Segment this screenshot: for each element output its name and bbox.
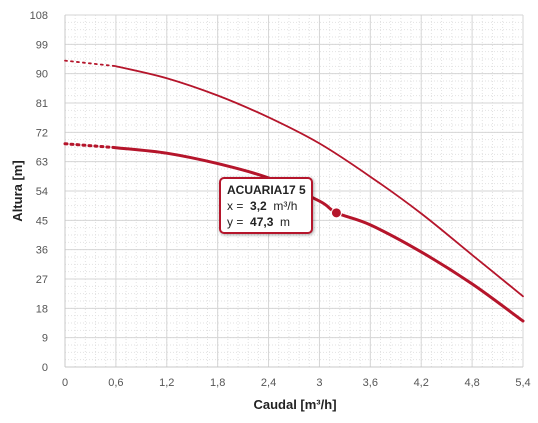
x-tick-label: 1,2 <box>159 377 174 389</box>
axes <box>64 15 523 368</box>
tooltip-x-label: x = <box>227 199 244 213</box>
x-tick-label: 4,2 <box>414 377 429 389</box>
y-tick-label: 0 <box>42 362 48 374</box>
y-axis-title: Altura [m] <box>10 160 25 221</box>
series-layer <box>63 59 525 323</box>
y-tick-label: 18 <box>36 303 48 315</box>
tooltip-x-unit: m³/h <box>273 199 298 213</box>
tooltip-x-value: 3,2 <box>250 199 267 213</box>
tooltip-x-row: x = 3,2 m³/h <box>227 198 305 214</box>
x-tick-label: 3 <box>316 377 322 389</box>
y-tick-label: 63 <box>36 157 48 169</box>
y-tick-label: 90 <box>36 69 48 81</box>
x-axis-title: Caudal [m³/h] <box>253 397 336 412</box>
y-tick-label: 99 <box>36 39 48 51</box>
x-tick-label: 0 <box>62 377 68 389</box>
y-tick-labels: 0 9 18 27 36 45 54 63 72 81 90 99 108 <box>30 10 48 374</box>
y-tick-label: 9 <box>42 333 48 345</box>
highlighted-data-point <box>330 207 342 219</box>
tooltip-y-value: 47,3 <box>250 215 274 229</box>
y-tick-label: 27 <box>36 274 48 286</box>
x-tick-label: 3,6 <box>363 377 378 389</box>
series-1-extrapolation <box>64 59 117 68</box>
tooltip-y-label: y = <box>227 215 244 229</box>
tooltip-y-row: y = 47,3 m <box>227 214 305 230</box>
tooltip-y-unit: m <box>280 215 291 229</box>
tooltip-series-name: ACUARIA17 5 <box>227 183 306 197</box>
y-tick-label: 36 <box>36 245 48 257</box>
y-tick-label: 45 <box>36 215 48 227</box>
y-tick-label: 54 <box>36 186 48 198</box>
y-tick-label: 81 <box>36 98 48 110</box>
x-tick-label: 0,6 <box>108 377 123 389</box>
data-point-tooltip: ACUARIA17 5 x = 3,2 m³/h y = 47,3 m <box>219 177 313 234</box>
x-tick-label: 4,8 <box>464 377 479 389</box>
series-2-line <box>114 146 525 323</box>
series-1-line <box>115 65 524 298</box>
x-tick-label: 1,8 <box>210 377 225 389</box>
x-tick-label: 5,4 <box>515 377 530 389</box>
y-tick-label: 72 <box>36 127 48 139</box>
x-tick-labels: 0 0,6 1,2 1,8 2,4 3 3,6 4,2 4,8 5,4 <box>62 377 531 389</box>
y-tick-label: 108 <box>30 10 48 22</box>
x-tick-label: 2,4 <box>261 377 276 389</box>
series-2-extrapolation <box>63 142 118 150</box>
